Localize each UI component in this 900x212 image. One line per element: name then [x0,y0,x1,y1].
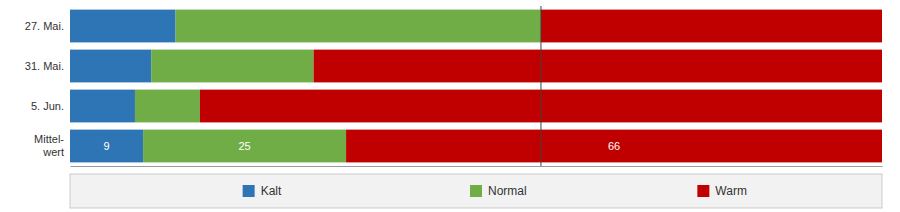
bar [135,90,200,123]
tick-label: Mittel-wert [34,133,64,157]
bar [70,90,135,123]
tick-label: 5. Jun. [31,100,64,112]
tick: Mittel-wert [34,133,64,157]
reference-line [540,6,541,166]
tick: 31. Mai. [25,60,64,72]
axis-line [71,166,883,167]
bar [143,130,346,163]
data-label: 25 [238,140,250,152]
tick: 27. Mai. [25,20,64,32]
legend-swatch [697,185,709,197]
bar [151,50,313,83]
legend-swatch [243,185,255,197]
y-axis: 27. Mai. 31. Mai. 5. Jun. Mittel-wert [25,20,64,158]
legend-item: Kalt [243,184,282,198]
bar [314,50,882,83]
x-axis [71,166,883,167]
bar [70,130,143,163]
data-label: 9 [103,140,109,152]
tick: 5. Jun. [31,100,64,112]
legend-swatch [470,185,482,197]
bar [346,130,882,163]
marks [70,6,882,166]
legend-label: Kalt [261,184,282,198]
data-labels: 9 25 66 [103,140,620,152]
legend-item: Warm [697,184,747,198]
plot: 9 25 66 27. Mai. 31. Mai. 5. Jun. Mittel-wert [25,6,883,167]
bar [176,10,541,43]
bar [70,50,151,83]
tick-label: 31. Mai. [25,60,64,72]
legend: Kalt Normal Warm [70,174,882,208]
data-label: 66 [608,140,620,152]
legend-label: Warm [715,184,747,198]
legend-label: Normal [488,184,527,198]
bar [70,10,176,43]
legend-box [70,174,882,208]
legend-item: Normal [470,184,527,198]
chart: 9256627. Mai.31. Mai.5. Jun.Mittel-wertK… [0,0,900,212]
bar [541,10,882,43]
tick-label: 27. Mai. [25,20,64,32]
